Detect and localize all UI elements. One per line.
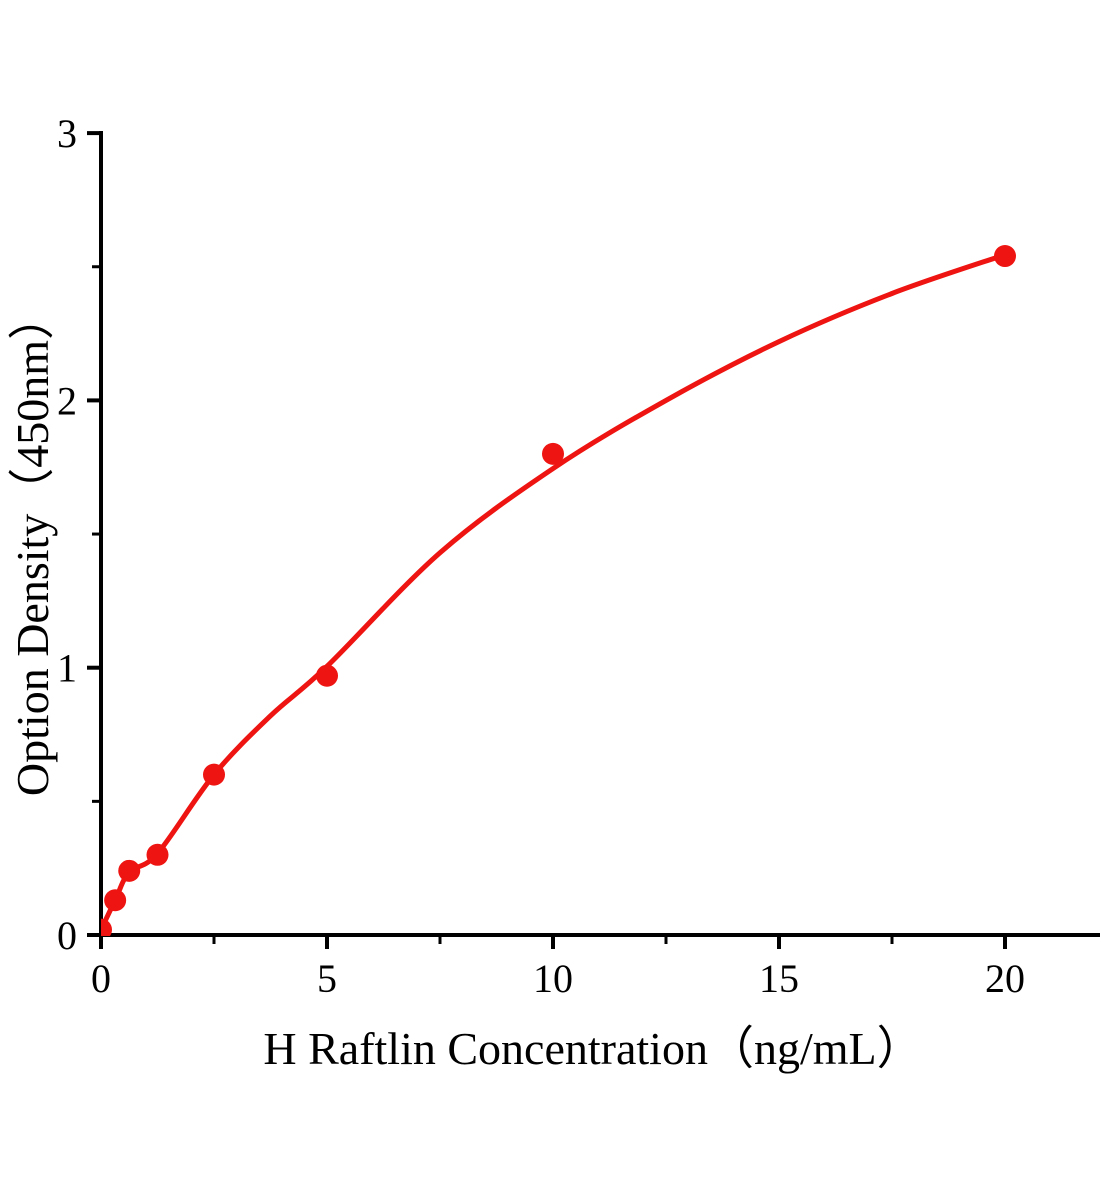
y-axis-title: Option Density（450nm） <box>7 294 58 796</box>
data-point <box>542 442 564 465</box>
x-axis-title: H Raftlin Concentration（ng/mL） <box>263 1023 922 1074</box>
fit-curve-group <box>101 252 1008 933</box>
x-tick-label: 10 <box>533 956 573 1001</box>
data-point <box>316 664 338 687</box>
data-point <box>118 859 141 882</box>
data-point <box>146 843 169 866</box>
y-tick-label: 3 <box>57 111 77 156</box>
x-tick-label: 20 <box>985 956 1025 1001</box>
x-tick-label: 0 <box>91 956 111 1001</box>
data-point <box>203 763 225 786</box>
y-tick-label: 1 <box>57 646 77 691</box>
data-point <box>101 918 112 936</box>
data-point <box>104 889 127 912</box>
axes-spine <box>99 131 1100 937</box>
data-points-group <box>101 245 1016 936</box>
x-tick-label: 15 <box>759 956 799 1001</box>
y-tick-label: 0 <box>57 913 77 958</box>
x-tick-label: 5 <box>317 956 337 1001</box>
fit-curve <box>101 252 1008 933</box>
y-tick-label: 2 <box>57 378 77 423</box>
data-point <box>994 245 1016 268</box>
